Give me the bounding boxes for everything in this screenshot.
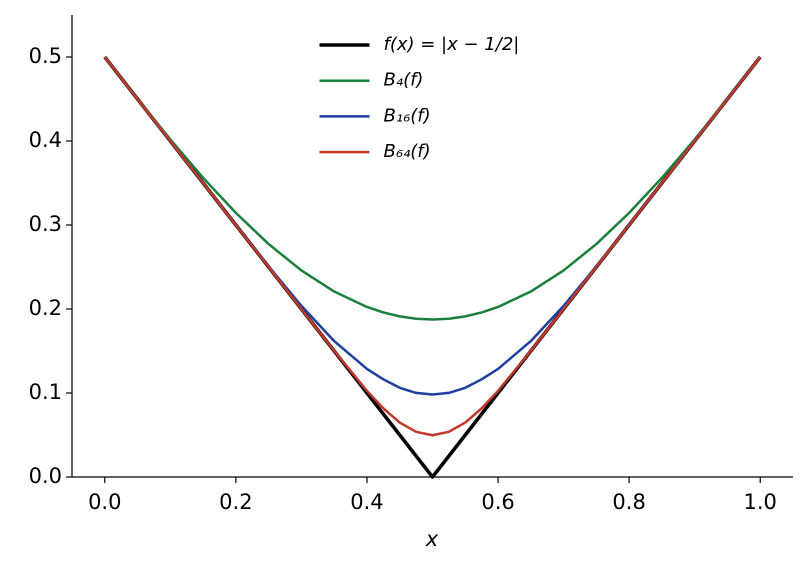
line-series [103,55,762,479]
y-tick-label: 0.4 [29,128,62,152]
y-tick-label: 0.0 [29,464,62,488]
legend-label: B₆₄(f) [384,141,431,162]
legend-label: B₁₆(f) [384,105,431,126]
x-tick-label: 0.6 [481,490,514,514]
x-axis-label: x [425,527,439,551]
y-tick-label: 0.2 [29,296,62,320]
y-tick-label: 0.3 [29,212,62,236]
legend-label: B₄(f) [384,70,424,91]
line-series [103,56,762,437]
x-tick-label: 0.8 [612,490,645,514]
y-tick-label: 0.1 [29,380,62,404]
y-tick-label: 0.5 [29,44,62,68]
line-series [103,56,762,321]
x-tick-label: 0.0 [88,490,121,514]
line-series [103,56,762,396]
legend-label: f(x) = |x − 1/2| [384,34,520,55]
x-tick-label: 1.0 [744,490,777,514]
x-tick-label: 0.4 [350,490,383,514]
x-tick-label: 0.2 [219,490,252,514]
